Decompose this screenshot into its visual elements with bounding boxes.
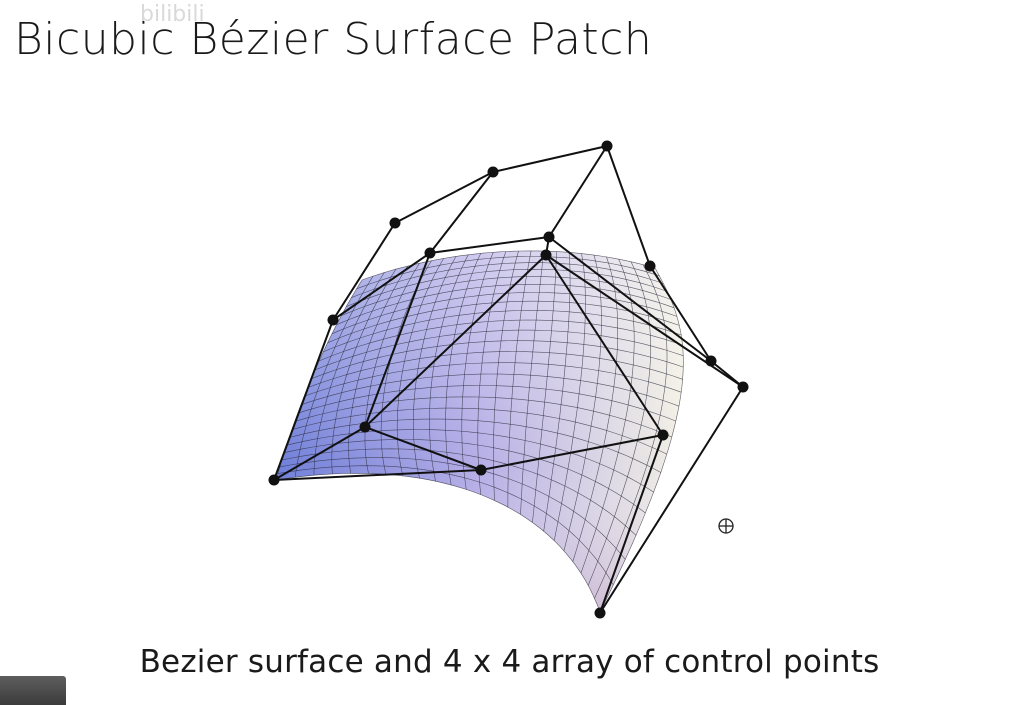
surface-patch bbox=[276, 250, 684, 612]
control-point bbox=[327, 314, 339, 326]
mesh-line bbox=[277, 465, 614, 586]
control-point bbox=[705, 355, 717, 367]
control-net-column bbox=[599, 265, 744, 614]
mesh-line bbox=[594, 264, 668, 599]
mesh-line bbox=[281, 448, 637, 536]
control-points bbox=[268, 140, 749, 619]
control-point bbox=[657, 429, 669, 441]
corner-overlay-block bbox=[0, 676, 66, 705]
control-point bbox=[424, 247, 436, 259]
control-net-column bbox=[545, 145, 664, 436]
control-net-row bbox=[394, 145, 651, 267]
control-point bbox=[601, 140, 613, 152]
control-point bbox=[540, 249, 552, 261]
mesh-line bbox=[587, 261, 651, 586]
control-point bbox=[737, 381, 749, 393]
control-net-row bbox=[332, 236, 712, 362]
control-point bbox=[644, 260, 656, 272]
control-net-column bbox=[364, 171, 494, 471]
control-net-row bbox=[273, 434, 664, 614]
watermark: bilibili bbox=[140, 2, 205, 27]
control-point bbox=[594, 607, 606, 619]
crosshair-cursor-icon bbox=[718, 518, 734, 534]
control-point bbox=[475, 464, 487, 476]
mesh-line bbox=[580, 259, 635, 574]
mesh-line bbox=[275, 472, 601, 613]
control-point bbox=[543, 231, 555, 243]
slide-caption: Bezier surface and 4 x 4 array of contro… bbox=[139, 644, 880, 680]
surface-mesh bbox=[275, 250, 684, 613]
control-point bbox=[487, 166, 499, 178]
control-net-row bbox=[273, 254, 744, 481]
slide-title: Bicubic Bézier Surface Patch bbox=[14, 14, 653, 65]
control-point bbox=[389, 217, 401, 229]
mesh-line bbox=[572, 256, 619, 562]
control-point bbox=[359, 421, 371, 433]
surface-highlight bbox=[276, 250, 684, 612]
control-point bbox=[268, 474, 280, 486]
